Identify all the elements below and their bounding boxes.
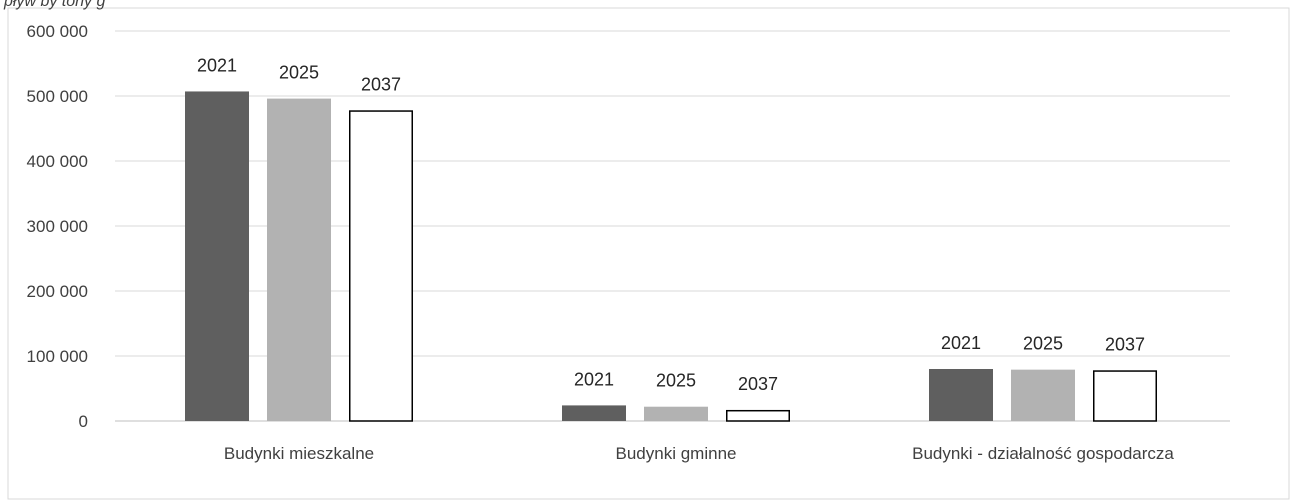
bar-2037-3	[1093, 370, 1157, 422]
y-tick-label: 400 000	[27, 152, 88, 171]
data-label-2025: 2025	[279, 63, 319, 83]
bar-2025-2	[644, 406, 708, 421]
category-label: Budynki - działalność gospodarcza	[912, 444, 1174, 463]
bars	[185, 91, 1157, 422]
bar-2021-1	[185, 91, 249, 421]
data-label-2037: 2037	[361, 74, 401, 94]
data-label-2025: 2025	[656, 371, 696, 391]
bar-2021-3	[929, 369, 993, 421]
y-tick-label: 300 000	[27, 217, 88, 236]
bar-2037-2	[726, 409, 790, 422]
y-axis-ticks: 0 100 000 200 000 300 000 400 000 500 000 600 …	[27, 22, 88, 431]
y-tick-label: 600 000	[27, 22, 88, 41]
category-labels: Budynki mieszkalne Budynki gminne Budynki …	[224, 444, 1175, 463]
data-label-2025: 2025	[1023, 334, 1063, 354]
y-tick-label: 0	[79, 412, 88, 431]
bar-2025-1	[267, 98, 331, 421]
chart-title-fragment: pływ by tony g	[3, 0, 105, 10]
data-label-2021: 2021	[941, 333, 981, 353]
data-label-2021: 2021	[574, 369, 614, 389]
chart-border	[7, 7, 1290, 500]
y-tick-label: 100 000	[27, 347, 88, 366]
y-tick-label: 200 000	[27, 282, 88, 301]
category-label: Budynki mieszkalne	[224, 444, 374, 463]
bar-2021-2	[562, 405, 626, 421]
bar-2025-3	[1011, 369, 1075, 421]
data-label-2037: 2037	[1105, 334, 1145, 354]
bar-2037-1	[349, 110, 413, 422]
category-label: Budynki gminne	[616, 444, 737, 463]
data-label-2037: 2037	[738, 374, 778, 394]
data-label-2021: 2021	[197, 55, 237, 75]
y-tick-label: 500 000	[27, 87, 88, 106]
data-labels: 2021 2021 2021 2025 2025 2025 2037 2037 2037	[197, 55, 1145, 394]
